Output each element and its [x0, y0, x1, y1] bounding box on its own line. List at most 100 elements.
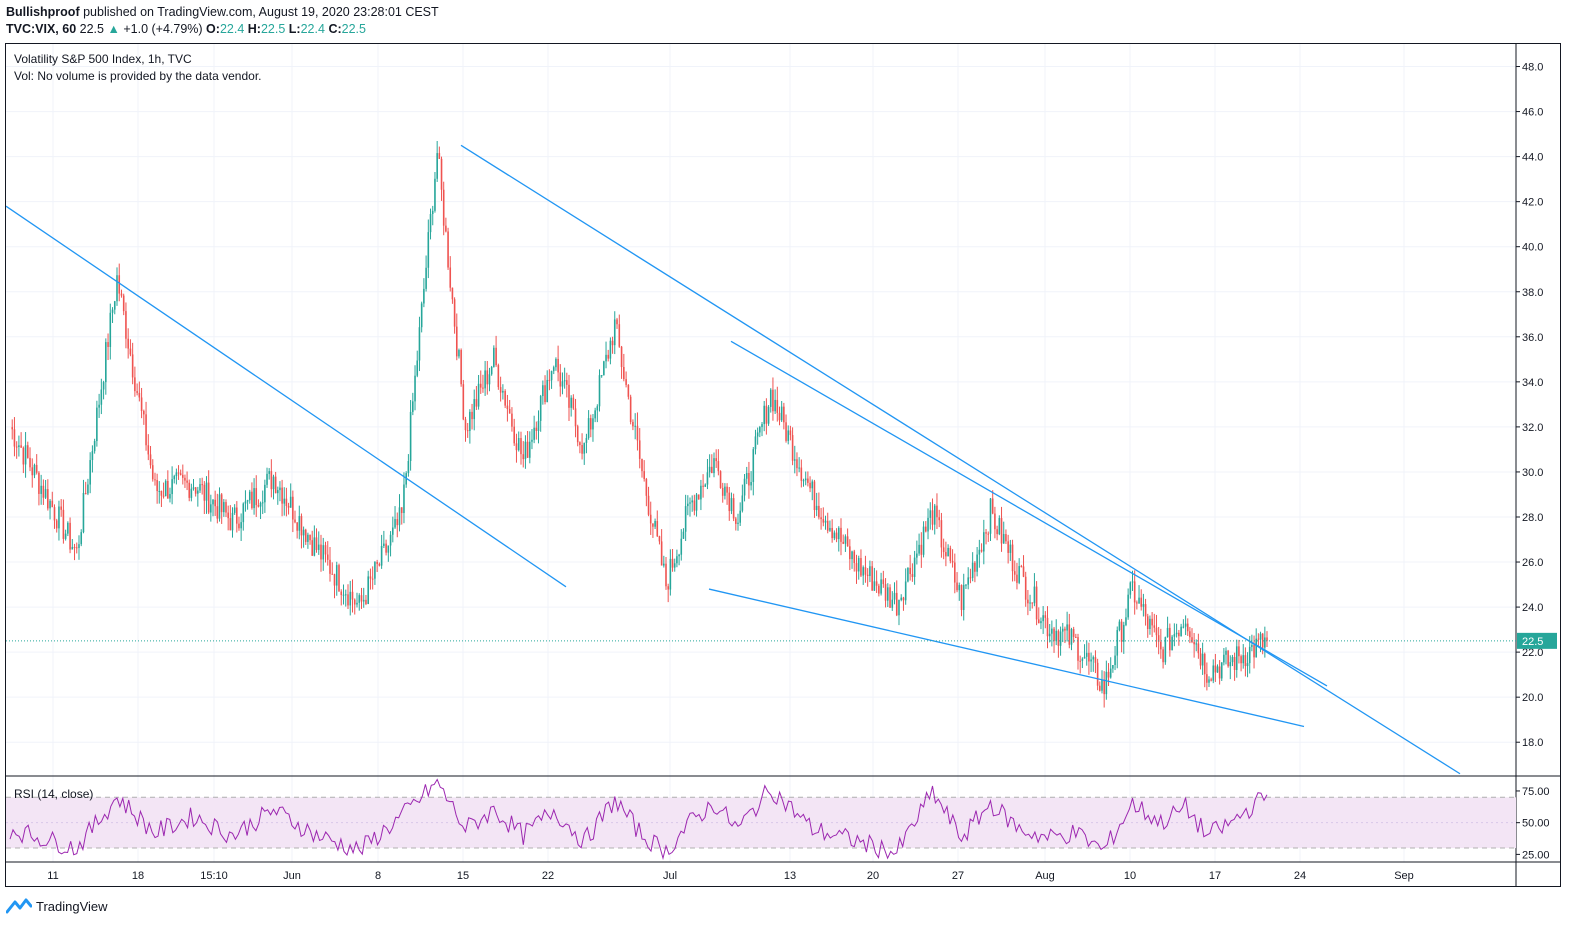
candle-body	[643, 471, 645, 479]
candle-body	[162, 495, 165, 497]
candle-body	[1109, 668, 1112, 678]
candle-body	[18, 445, 20, 448]
candle-body	[1088, 652, 1090, 662]
candle-body	[396, 519, 399, 526]
candle-body	[1142, 604, 1145, 607]
candle-body	[1005, 534, 1007, 542]
candle-body	[974, 562, 976, 572]
candle-body	[307, 534, 309, 542]
candle-body	[513, 426, 515, 444]
candle-body	[20, 445, 22, 448]
candle-body	[875, 581, 878, 586]
candle-body	[261, 502, 264, 504]
candle-body	[1235, 646, 1238, 670]
candle-body	[625, 379, 627, 385]
candle-body	[313, 537, 316, 556]
candle-body	[570, 397, 572, 408]
price-tick-label: 28.0	[1522, 512, 1543, 524]
candle-body	[985, 532, 987, 534]
candle-body	[603, 361, 605, 376]
trendline-3	[730, 340, 1328, 687]
candle-body	[431, 210, 434, 215]
candle-body	[652, 523, 654, 527]
author-name[interactable]: Bullishproof	[6, 5, 80, 19]
candle-body	[951, 560, 954, 563]
candle-body	[197, 490, 199, 494]
candle-body	[320, 544, 322, 560]
candle-body	[1242, 655, 1245, 664]
candle-body	[682, 531, 685, 539]
candle-body	[945, 552, 947, 557]
candle-body	[315, 537, 318, 550]
candle-body	[82, 493, 85, 533]
candle-body	[811, 481, 814, 489]
candle-body	[210, 504, 212, 513]
candle-body	[205, 482, 208, 501]
candle-body	[429, 214, 432, 233]
candle-body	[726, 486, 728, 493]
candle-body	[238, 523, 240, 529]
candle-body	[179, 473, 182, 475]
candle-body	[1151, 618, 1153, 626]
candle-body	[924, 526, 927, 532]
candle-body	[783, 406, 785, 423]
candle-body	[1072, 629, 1075, 637]
candle-body	[613, 319, 616, 346]
candle-body	[233, 507, 236, 513]
candle-body	[173, 476, 176, 480]
candle-body	[227, 512, 229, 519]
candle-body	[416, 360, 419, 376]
tradingview-footer[interactable]: TradingView	[6, 898, 108, 914]
candle-body	[866, 574, 869, 576]
candle-body	[743, 478, 746, 496]
candle-body	[420, 303, 423, 328]
candle-body	[849, 546, 851, 560]
candle-body	[1131, 581, 1134, 583]
candle-body	[524, 441, 527, 460]
candle-body	[636, 425, 639, 441]
candle-body	[728, 492, 731, 512]
trendline-1	[6, 205, 567, 588]
close-value: 22.5	[341, 22, 366, 36]
candle-body	[385, 543, 387, 553]
candle-body	[942, 547, 945, 553]
candle-body	[268, 471, 270, 474]
rsi-tick-label: 50.00	[1522, 818, 1550, 830]
candle-body	[1223, 654, 1225, 663]
candle-body	[158, 490, 161, 492]
candle-body	[840, 527, 842, 542]
candle-body	[1261, 633, 1264, 648]
candle-body	[587, 418, 590, 438]
price-tick-label: 30.0	[1522, 467, 1543, 479]
candle-body	[732, 498, 735, 519]
candle-body	[1175, 632, 1178, 635]
candle-body	[248, 491, 251, 501]
candle-body	[371, 578, 374, 580]
candle-body	[1092, 657, 1095, 660]
candle-body	[136, 391, 138, 393]
candle-body	[304, 529, 307, 542]
candle-body	[889, 587, 891, 608]
tradingview-brand: TradingView	[36, 898, 108, 914]
price-tick-label: 20.0	[1522, 692, 1543, 704]
candle-body	[266, 473, 268, 485]
candle-body	[1251, 645, 1253, 647]
candle-body	[1220, 662, 1223, 679]
candle-body	[641, 458, 643, 472]
candle-body	[35, 464, 38, 473]
candle-body	[598, 375, 601, 407]
candle-body	[365, 599, 367, 604]
candle-body	[1048, 633, 1051, 637]
candle-body	[589, 418, 592, 430]
candle-body	[1040, 621, 1042, 624]
candle-body	[557, 358, 559, 373]
price-tick-label: 38.0	[1522, 287, 1543, 299]
candle-body	[1129, 582, 1132, 595]
candle-body	[289, 496, 292, 508]
candle-body	[140, 397, 143, 411]
candle-body	[721, 487, 724, 496]
candle-body	[831, 527, 833, 539]
candle-body	[671, 558, 674, 568]
candle-body	[116, 275, 118, 302]
